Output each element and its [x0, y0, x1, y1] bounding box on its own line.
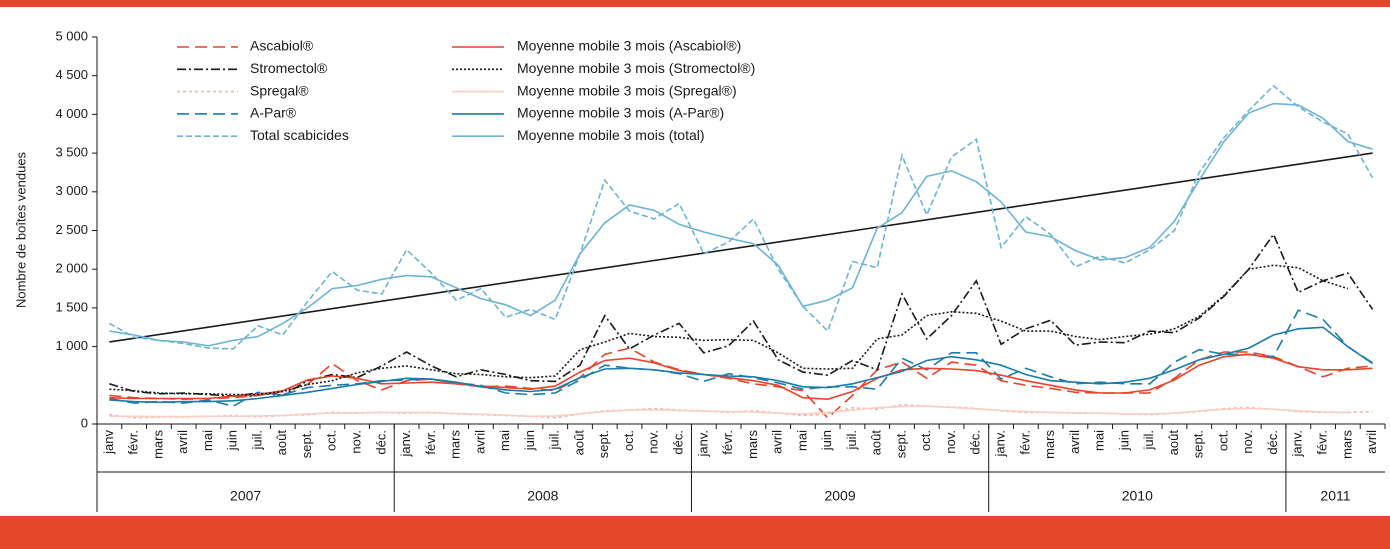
x-tick-label: août	[571, 430, 586, 456]
x-tick-label: juil.	[249, 430, 264, 451]
x-tick-label: août	[274, 430, 289, 456]
x-tick-label: nov.	[646, 430, 661, 454]
legend-label: Moyenne mobile 3 mois (total)	[517, 127, 705, 143]
x-tick-label: févr.	[1017, 430, 1032, 455]
x-tick-label: mai	[497, 430, 512, 451]
y-tick-label: 4 500	[55, 67, 88, 82]
x-tick-label: nov.	[943, 430, 958, 454]
x-tick-label: sept.	[299, 430, 314, 458]
x-tick-label: oct.	[1215, 430, 1230, 451]
group-label: 2009	[824, 488, 855, 504]
series-line	[109, 84, 1374, 350]
y-tick-label: 3 000	[55, 183, 88, 198]
x-tick-label: janv.	[1290, 430, 1305, 458]
y-tick-label: 5 000	[55, 28, 88, 43]
x-tick-label: avril	[1067, 430, 1082, 454]
bottom-band	[0, 516, 1390, 549]
x-tick-label: juin	[522, 430, 537, 451]
x-tick-label: janv	[101, 430, 116, 455]
series-line	[109, 102, 1373, 347]
x-tick-label: déc.	[968, 430, 983, 455]
series-line	[109, 326, 1374, 404]
series-line	[109, 232, 1374, 397]
x-tick-label: mars	[1339, 430, 1354, 459]
legend-label: Ascabiol®	[250, 38, 314, 54]
x-tick-label: juil.	[844, 430, 859, 451]
x-tick-label: juin	[1116, 430, 1131, 451]
y-tick-label: 1 500	[55, 299, 88, 314]
x-tick-label: févr.	[1315, 430, 1330, 455]
x-tick-label: sept.	[893, 430, 908, 458]
y-tick-label: 1 000	[55, 338, 88, 353]
x-tick-label: déc.	[373, 430, 388, 455]
x-tick-label: oct.	[621, 430, 636, 451]
x-tick-label: janv.	[398, 430, 413, 458]
legend-label: Moyenne mobile 3 mois (A-Par®)	[517, 105, 724, 121]
legend-label: Total scabicides	[250, 127, 349, 143]
top-band	[0, 0, 1390, 7]
group-label: 2011	[1320, 488, 1350, 504]
x-tick-label: avril	[770, 430, 785, 454]
x-tick-label: déc.	[671, 430, 686, 455]
x-tick-label: sept.	[596, 430, 611, 458]
group-label: 2008	[527, 488, 558, 504]
legend-label: Spregal®	[250, 82, 309, 98]
x-tick-label: août	[869, 430, 884, 456]
x-tick-label: mars	[150, 430, 165, 459]
y-tick-label: 3 500	[55, 145, 88, 160]
x-tick-label: sept.	[1191, 430, 1206, 458]
x-tick-label: oct.	[324, 430, 339, 451]
y-axis-label: Nombre de boîtes vendues	[13, 151, 28, 308]
x-tick-label: juil.	[547, 430, 562, 451]
x-tick-label: déc.	[1265, 430, 1280, 455]
x-tick-label: mai	[200, 430, 215, 451]
x-tick-label: oct.	[918, 430, 933, 451]
x-tick-label: févr.	[423, 430, 438, 455]
x-tick-label: mai	[794, 430, 809, 451]
x-tick-label: juin	[819, 430, 834, 451]
x-tick-label: mai	[1092, 430, 1107, 451]
x-tick-label: avril	[472, 430, 487, 454]
y-tick-label: 4 000	[55, 106, 88, 121]
y-tick-label: 2 000	[55, 261, 88, 276]
legend-label: Stromectol®	[250, 60, 328, 76]
x-tick-label: mars	[448, 430, 463, 459]
x-tick-label: janv.	[695, 430, 710, 458]
x-tick-label: nov.	[349, 430, 364, 454]
x-tick-label: mars	[1042, 430, 1057, 459]
x-tick-label: nov.	[1240, 430, 1255, 454]
series-line	[109, 309, 1374, 408]
x-tick-label: juin	[225, 430, 240, 451]
x-tick-label: août	[1166, 430, 1181, 456]
legend-label: A-Par®	[250, 105, 297, 121]
x-tick-label: avril	[175, 430, 190, 454]
legend-label: Moyenne mobile 3 mois (Spregal®)	[517, 82, 737, 98]
x-tick-label: juil.	[1141, 430, 1156, 451]
group-label: 2007	[230, 488, 261, 504]
y-tick-label: 0	[81, 415, 88, 430]
trend-line	[109, 152, 1373, 343]
series-line	[109, 405, 1348, 418]
y-tick-label: 2 500	[55, 222, 88, 237]
series-line	[109, 353, 1373, 401]
group-label: 2010	[1122, 488, 1153, 504]
x-tick-label: févr.	[720, 430, 735, 455]
x-tick-label: mars	[745, 430, 760, 459]
legend-label: Moyenne mobile 3 mois (Stromectol®)	[517, 60, 755, 76]
series-line	[109, 264, 1349, 396]
x-tick-label: avril	[1364, 430, 1379, 454]
x-tick-label: janv.	[993, 430, 1008, 458]
x-tick-label: févr.	[126, 430, 141, 455]
legend-label: Moyenne mobile 3 mois (Ascabiol®)	[517, 38, 741, 54]
